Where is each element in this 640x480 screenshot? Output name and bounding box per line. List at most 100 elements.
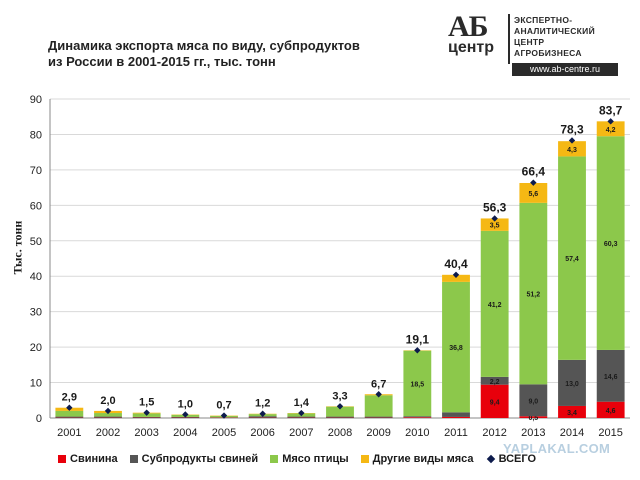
bar-segment-offal <box>480 376 509 385</box>
x-tick-label: 2004 <box>173 427 197 439</box>
bar-value-label: 5,6 <box>528 191 538 198</box>
bar-value-label: 41,2 <box>488 302 502 309</box>
chart-legend: Свинина Субпродукты свиней Мясо птицы Др… <box>58 452 548 466</box>
y-tick-label: 40 <box>30 271 42 283</box>
total-marker <box>298 409 305 417</box>
logo-mark-top: АБ <box>448 10 488 43</box>
total-marker <box>66 404 73 411</box>
bar-segment-poultry <box>442 281 470 413</box>
bar-segment-pork <box>480 384 509 418</box>
legend-swatch-pork <box>58 455 66 463</box>
bar-segment-offal <box>55 416 84 418</box>
y-tick-label: 30 <box>30 307 42 319</box>
bar-segment-pork <box>519 416 548 418</box>
legend-item-pork: Свинина <box>58 453 118 465</box>
legend-label-total: ВСЕГО <box>498 453 537 465</box>
bar-segment-poultry <box>94 413 122 417</box>
x-tick-label: 2007 <box>289 427 313 439</box>
x-tick-label: 2013 <box>521 427 545 439</box>
bar-segment-pork <box>558 405 586 418</box>
y-tick-label: 50 <box>30 236 42 248</box>
total-marker <box>452 271 460 279</box>
legend-label-offal: Субпродукты свиней <box>141 453 259 465</box>
legend-diamond-total <box>486 454 495 464</box>
bar-value-label: 9,0 <box>528 398 538 405</box>
bar-segment-poultry <box>480 230 509 377</box>
bar-segment-offal <box>403 416 432 418</box>
total-value-label: 66,4 <box>522 165 546 179</box>
bar-segment-offal <box>596 349 625 402</box>
bar-value-label: 2,2 <box>490 379 500 386</box>
bar-value-label: 3,4 <box>567 410 577 417</box>
bar-value-label: 51,2 <box>527 292 541 299</box>
y-tick-label: 10 <box>30 378 42 390</box>
x-tick-label: 2015 <box>598 427 622 439</box>
bar-segment-other <box>596 121 625 137</box>
total-marker <box>220 412 228 419</box>
bar-value-label: 18,5 <box>411 381 425 388</box>
logo-text-line: ЦЕНТР <box>514 37 545 47</box>
bar-segment-offal <box>287 416 316 418</box>
x-tick-label: 2010 <box>405 427 429 439</box>
logo-text-line: ЭКСПЕРТНО- <box>514 15 573 25</box>
y-tick-label: 70 <box>30 165 42 177</box>
x-tick-label: 2005 <box>212 427 236 439</box>
logo-text-line: АГРОБИЗНЕСА <box>514 48 582 58</box>
bar-segment-pork <box>596 401 625 418</box>
bar-segment-poultry <box>558 156 586 360</box>
chart-title-line-2: из России в 2001-2015 гг., тыс. тонн <box>48 54 276 69</box>
total-marker <box>182 411 189 418</box>
logo-mark: АБ центр <box>446 10 504 64</box>
bar-segment-offal <box>364 416 393 418</box>
total-value-label: 1,0 <box>178 398 193 410</box>
bar-segment-other <box>519 183 548 203</box>
total-value-label: 2,0 <box>100 395 115 407</box>
bar-value-label: 4,3 <box>567 147 577 154</box>
chart-title: Динамика экспорта мяса по виду, субпроду… <box>48 38 388 70</box>
total-value-label: 6,7 <box>371 378 386 390</box>
y-tick-label: 90 <box>30 94 42 106</box>
total-marker <box>336 403 344 410</box>
legend-swatch-other <box>360 455 369 463</box>
total-value-label: 2,9 <box>62 392 77 404</box>
bar-value-label: 4,2 <box>606 127 616 134</box>
total-value-label: 78,3 <box>560 122 584 136</box>
bar-segment-other <box>480 218 509 231</box>
y-tick-label: 60 <box>30 200 42 212</box>
total-marker <box>491 215 498 222</box>
ab-centre-logo: АБ центр ЭКСПЕРТНО- АНАЛИТИЧЕСКИЙ ЦЕНТР … <box>446 10 618 76</box>
total-marker <box>607 118 614 125</box>
y-tick-label: 20 <box>30 342 42 354</box>
bar-segment-poultry <box>364 395 393 417</box>
total-marker <box>375 391 382 398</box>
total-value-label: 19,1 <box>406 332 430 346</box>
x-tick-label: 2001 <box>57 427 81 439</box>
x-tick-label: 2003 <box>134 427 158 439</box>
x-tick-label: 2014 <box>560 427 584 439</box>
logo-divider <box>508 14 510 64</box>
legend-swatch-offal <box>129 455 138 463</box>
bar-segment-offal <box>326 416 354 418</box>
total-value-label: 1,4 <box>294 397 310 409</box>
bar-segment-poultry <box>55 410 84 417</box>
bar-segment-offal <box>94 416 122 418</box>
total-value-label: 56,3 <box>483 200 507 214</box>
bar-value-label: 60,3 <box>604 241 618 248</box>
bar-segment-pork <box>442 416 470 418</box>
total-marker <box>143 409 150 416</box>
legend-item-total: ВСЕГО <box>486 453 536 465</box>
bar-segment-offal <box>558 359 586 406</box>
legend-item-poultry: Мясо птицы <box>270 453 349 465</box>
x-tick-label: 2012 <box>482 427 506 439</box>
total-marker <box>568 137 576 144</box>
bar-value-label: 9,4 <box>490 399 500 406</box>
bar-value-label: 3,5 <box>490 223 500 230</box>
logo-text-line: АНАЛИТИЧЕСКИЙ <box>514 26 595 36</box>
logo-mark-bottom: центр <box>448 39 495 56</box>
y-tick-label: 0 <box>36 413 42 425</box>
total-value-label: 0,7 <box>216 400 231 412</box>
bar-value-label: 36,8 <box>449 345 463 352</box>
logo-text: ЭКСПЕРТНО- АНАЛИТИЧЕСКИЙ ЦЕНТР АГРОБИЗНЕ… <box>514 15 618 59</box>
bar-value-label: 13,0 <box>565 381 579 388</box>
